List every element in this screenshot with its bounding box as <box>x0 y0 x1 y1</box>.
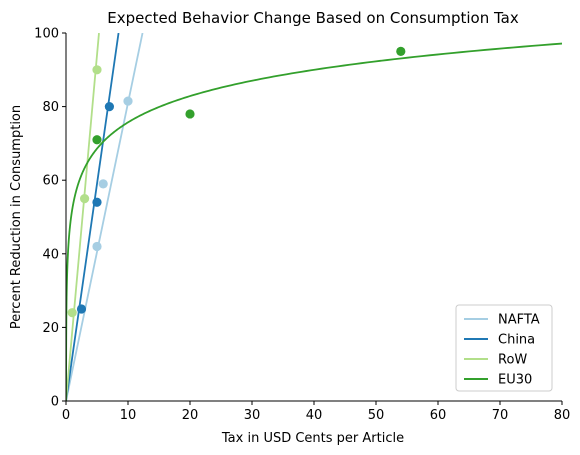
x-axis-label: Tax in USD Cents per Article <box>221 431 404 446</box>
data-point-row-1 <box>80 194 90 204</box>
axes: 0 10 20 30 40 50 60 70 80 0 20 40 60 80 100 <box>34 27 570 424</box>
data-point-nafta-0 <box>92 241 102 252</box>
y-tick-label: 40 <box>42 247 59 262</box>
x-tick-label: 40 <box>306 408 323 423</box>
x-tick-label: 80 <box>554 408 571 423</box>
legend: NAFTA China RoW EU30 <box>455 304 553 392</box>
data-point-china-2 <box>104 102 114 112</box>
data-point-nafta-2 <box>123 96 133 106</box>
y-axis-label: Percent Reduction in Consumption <box>9 105 24 329</box>
fit-line-china <box>66 33 120 401</box>
y-tick-label: 0 <box>51 395 59 410</box>
fit-line-row <box>66 33 100 401</box>
x-tick-label: 50 <box>368 408 385 423</box>
data-point-eu30-2 <box>396 46 406 57</box>
legend-label-nafta: NAFTA <box>498 313 540 328</box>
data-point-china-1 <box>92 197 102 207</box>
legend-label-eu30: EU30 <box>498 373 532 388</box>
chart-title: Expected Behavior Change Based on Consum… <box>107 9 519 27</box>
y-tick-label: 80 <box>42 100 59 115</box>
data-point-china-0 <box>76 304 87 314</box>
x-tick-label: 20 <box>182 408 199 423</box>
x-tick-label: 10 <box>120 408 137 423</box>
legend-label-china: China <box>498 333 535 348</box>
y-tick-label: 60 <box>42 174 59 189</box>
data-point-eu30-1 <box>185 109 195 119</box>
y-tick-label: 100 <box>34 27 59 42</box>
legend-label-row: RoW <box>498 353 527 368</box>
data-point-row-0 <box>67 308 77 318</box>
x-tick-label: 70 <box>492 408 509 423</box>
data-point-eu30-0 <box>92 135 102 145</box>
fit-line-nafta <box>66 33 144 401</box>
legend-box <box>455 304 553 392</box>
x-tick-label: 0 <box>62 408 70 423</box>
y-tick-label: 20 <box>42 321 59 336</box>
x-tick-label: 60 <box>430 408 447 423</box>
data-point-nafta-1 <box>98 179 108 189</box>
x-tick-label: 30 <box>244 408 261 423</box>
data-point-row-2 <box>92 65 102 75</box>
